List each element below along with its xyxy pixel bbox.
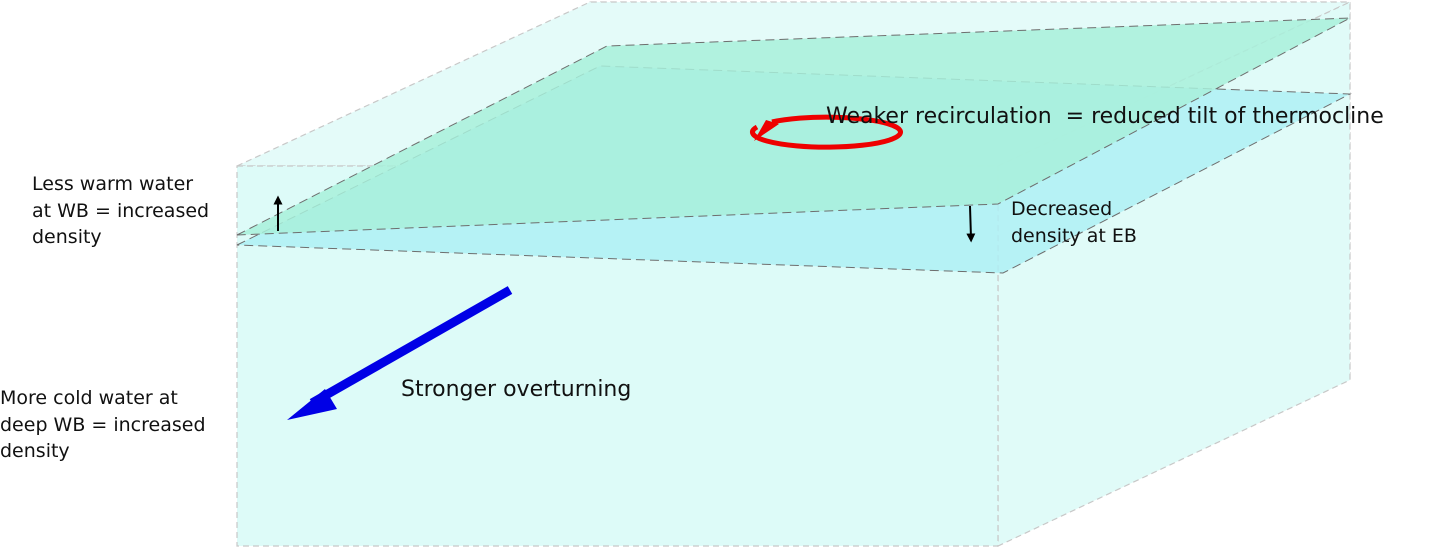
- wb-warm-water-label: Less warm water at WB = increased densit…: [32, 173, 210, 248]
- eb-density-label: Decreased density at EB: [1011, 198, 1137, 247]
- downward-arrow-icon: [287, 286, 513, 420]
- thermocline-plane-tilted: [236, 17, 1351, 236]
- recirculation-label: Weaker recirculation = reduced tilt of t…: [826, 104, 1384, 129]
- down-arrow-icon: [966, 205, 976, 243]
- overturning-label: Stronger overturning: [401, 377, 632, 402]
- wb-cold-water-label: More cold water at deep WB = increased d…: [0, 387, 206, 462]
- circular-arrow-icon: [750, 114, 903, 150]
